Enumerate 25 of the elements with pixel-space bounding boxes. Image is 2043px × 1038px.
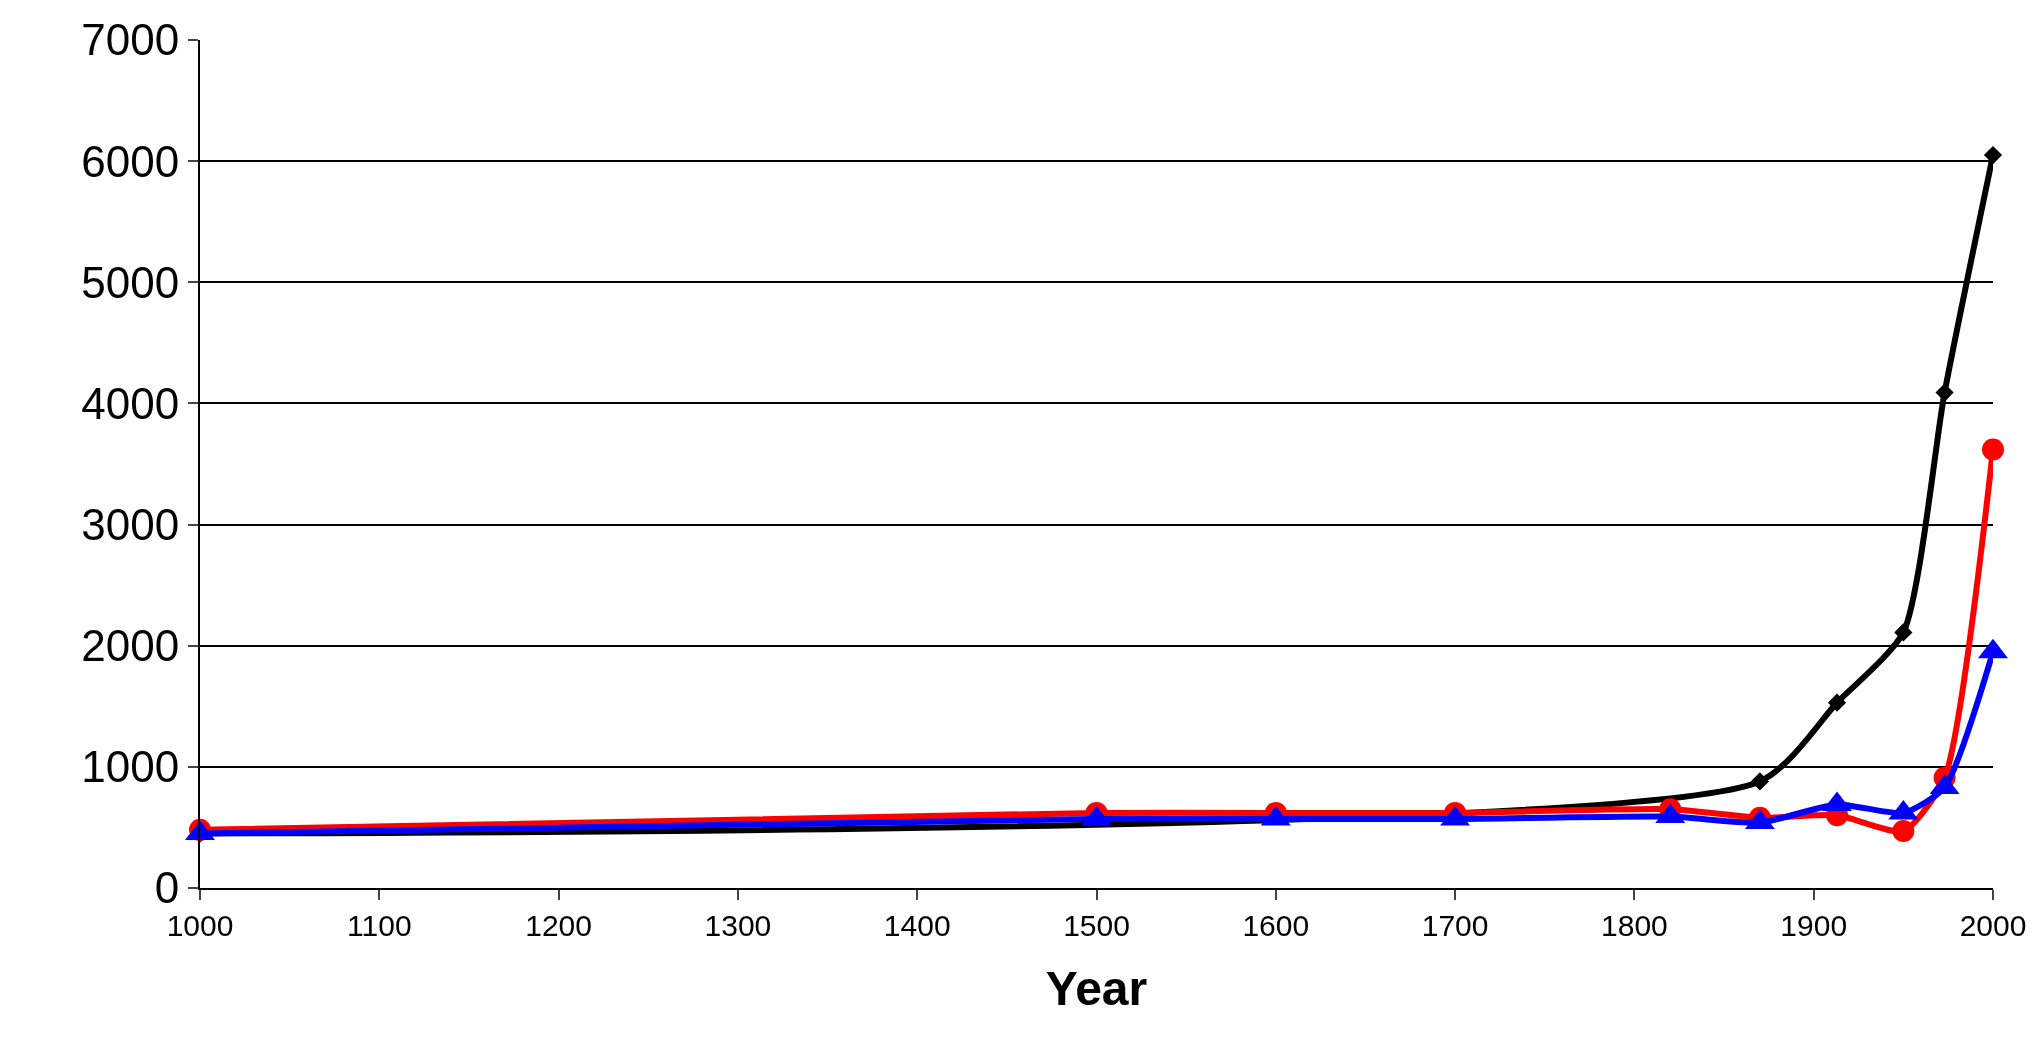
x-tick-label: 1300 [704,909,772,942]
x-tick-label: 1700 [1421,909,1489,942]
y-tick-label: 3000 [81,499,180,549]
x-tick-label: 1500 [1063,909,1130,942]
y-tick-label: 2000 [81,621,180,671]
x-tick-label: 1200 [525,909,592,942]
y-tick-label: 1000 [81,742,180,792]
x-tick-label: 1900 [1780,909,1848,942]
point [1935,383,1954,402]
x-tick-label: 2000 [1959,909,2027,942]
point [1750,772,1770,791]
y-tick-label: 4000 [81,378,180,428]
x-tick-label: 1800 [1601,909,1668,942]
point [1827,693,1847,712]
y-tick-label: 7000 [81,15,180,65]
point [1894,623,1913,642]
point [1982,438,2004,461]
x-tick-label: 1400 [883,909,951,942]
x-tick-label: 1600 [1242,909,1310,942]
point [1892,820,1915,843]
x-tick-label: 1100 [347,909,412,942]
point [1983,145,2003,165]
x-axis-title: Year [1045,961,1148,1015]
y-tick-label: 6000 [81,136,180,186]
y-tick-label: 5000 [81,257,180,307]
